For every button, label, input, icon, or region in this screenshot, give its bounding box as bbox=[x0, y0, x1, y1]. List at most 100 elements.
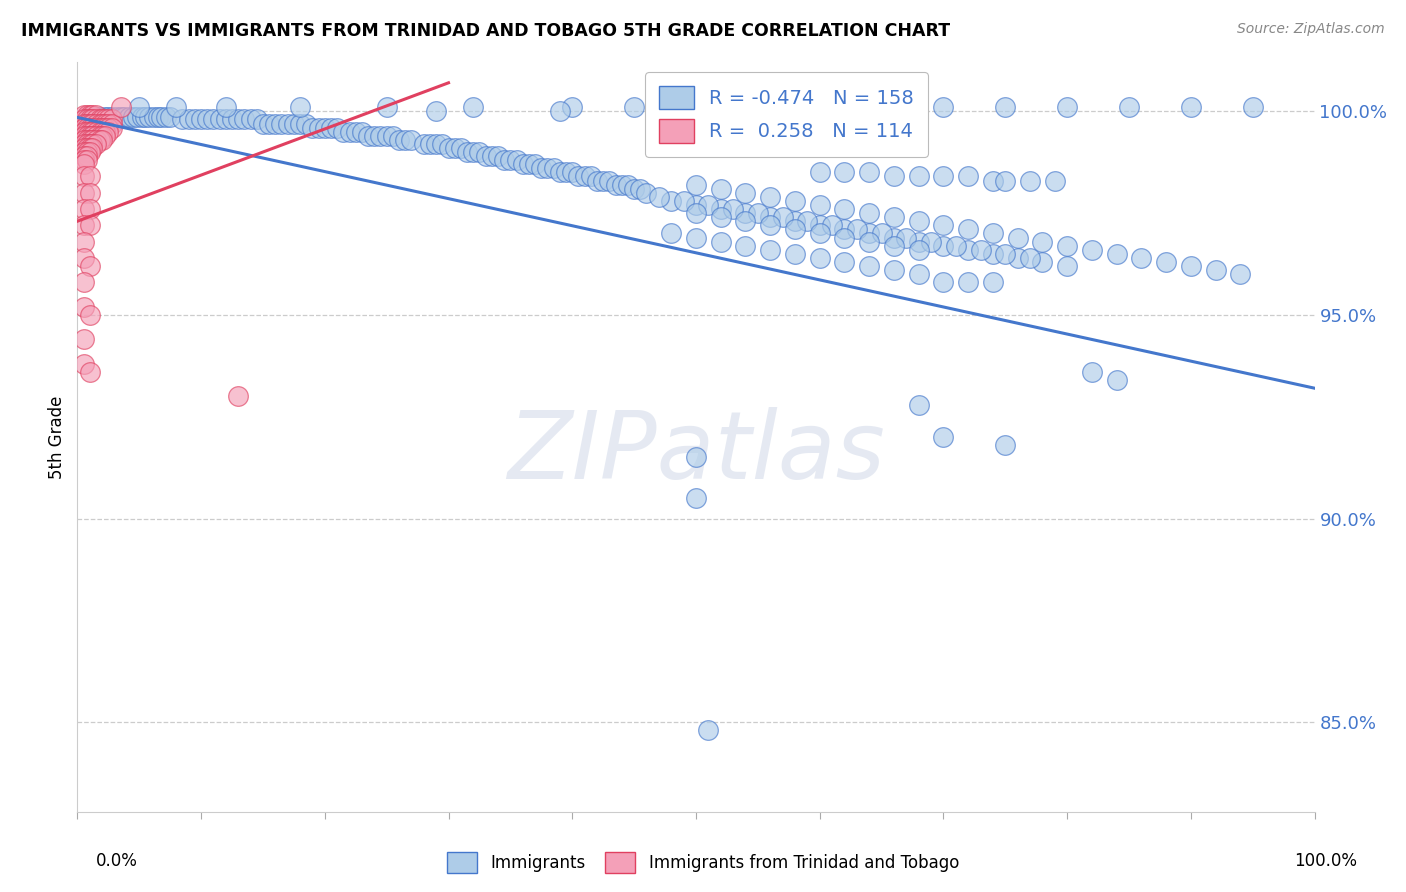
Point bbox=[957, 169, 980, 184]
Point bbox=[246, 112, 269, 127]
Point bbox=[672, 194, 695, 208]
Point bbox=[858, 259, 880, 273]
Point bbox=[72, 116, 94, 130]
Point bbox=[84, 133, 107, 147]
Point bbox=[883, 230, 905, 244]
Point bbox=[474, 149, 496, 163]
Point bbox=[370, 128, 392, 143]
Point bbox=[89, 116, 111, 130]
Point bbox=[858, 235, 880, 249]
Point bbox=[486, 149, 509, 163]
Point bbox=[72, 128, 94, 143]
Point bbox=[72, 219, 94, 233]
Point bbox=[561, 165, 583, 179]
Point bbox=[93, 116, 115, 130]
Point bbox=[1105, 247, 1128, 261]
Point bbox=[932, 276, 955, 290]
Point bbox=[72, 141, 94, 155]
Point bbox=[76, 128, 98, 143]
Point bbox=[79, 108, 101, 122]
Point bbox=[72, 112, 94, 127]
Point bbox=[89, 133, 111, 147]
Point bbox=[574, 169, 596, 184]
Point bbox=[84, 120, 107, 135]
Point bbox=[339, 125, 361, 139]
Point bbox=[1031, 255, 1053, 269]
Point bbox=[1007, 230, 1029, 244]
Point bbox=[84, 111, 107, 125]
Point bbox=[555, 165, 578, 179]
Point bbox=[215, 112, 238, 127]
Point bbox=[72, 169, 94, 184]
Point bbox=[783, 214, 806, 228]
Point bbox=[734, 238, 756, 252]
Point bbox=[1043, 173, 1066, 187]
Point bbox=[425, 104, 447, 119]
Point bbox=[721, 202, 744, 216]
Point bbox=[288, 100, 311, 114]
Point bbox=[128, 100, 150, 114]
Point bbox=[93, 111, 115, 125]
Point bbox=[772, 210, 794, 224]
Point bbox=[783, 100, 806, 114]
Point bbox=[221, 112, 243, 127]
Point bbox=[101, 111, 124, 125]
Point bbox=[443, 141, 465, 155]
Point bbox=[920, 235, 942, 249]
Point bbox=[76, 120, 98, 135]
Point bbox=[1105, 373, 1128, 387]
Point bbox=[994, 438, 1017, 452]
Point bbox=[195, 112, 218, 127]
Point bbox=[118, 111, 141, 125]
Point bbox=[605, 178, 627, 192]
Text: Source: ZipAtlas.com: Source: ZipAtlas.com bbox=[1237, 22, 1385, 37]
Point bbox=[79, 169, 101, 184]
Point bbox=[184, 112, 207, 127]
Point bbox=[76, 112, 98, 127]
Point bbox=[79, 202, 101, 216]
Point bbox=[177, 112, 200, 127]
Point bbox=[808, 227, 831, 241]
Point bbox=[969, 243, 991, 257]
Point bbox=[450, 141, 472, 155]
Point bbox=[636, 186, 658, 200]
Point bbox=[981, 227, 1004, 241]
Point bbox=[957, 276, 980, 290]
Point bbox=[858, 227, 880, 241]
Point bbox=[659, 194, 682, 208]
Point bbox=[363, 128, 385, 143]
Point bbox=[97, 112, 120, 127]
Point bbox=[89, 120, 111, 135]
Point bbox=[981, 173, 1004, 187]
Point bbox=[72, 120, 94, 135]
Point bbox=[91, 116, 114, 130]
Point bbox=[301, 120, 323, 135]
Legend: Immigrants, Immigrants from Trinidad and Tobago: Immigrants, Immigrants from Trinidad and… bbox=[440, 846, 966, 880]
Point bbox=[907, 397, 929, 411]
Point bbox=[72, 251, 94, 265]
Point bbox=[808, 219, 831, 233]
Point bbox=[907, 214, 929, 228]
Point bbox=[808, 251, 831, 265]
Point bbox=[226, 389, 249, 403]
Point bbox=[1031, 235, 1053, 249]
Point bbox=[375, 100, 398, 114]
Point bbox=[82, 120, 104, 135]
Point bbox=[1019, 173, 1042, 187]
Point bbox=[685, 491, 707, 505]
Point bbox=[159, 111, 181, 125]
Point bbox=[932, 169, 955, 184]
Point bbox=[505, 153, 527, 168]
Point bbox=[561, 100, 583, 114]
Y-axis label: 5th Grade: 5th Grade bbox=[48, 395, 66, 479]
Point bbox=[834, 230, 856, 244]
Point bbox=[1154, 255, 1177, 269]
Point bbox=[834, 165, 856, 179]
Point bbox=[870, 227, 893, 241]
Point bbox=[89, 112, 111, 127]
Point bbox=[685, 206, 707, 220]
Point bbox=[845, 222, 868, 236]
Point bbox=[72, 332, 94, 346]
Point bbox=[72, 186, 94, 200]
Point bbox=[101, 112, 124, 127]
